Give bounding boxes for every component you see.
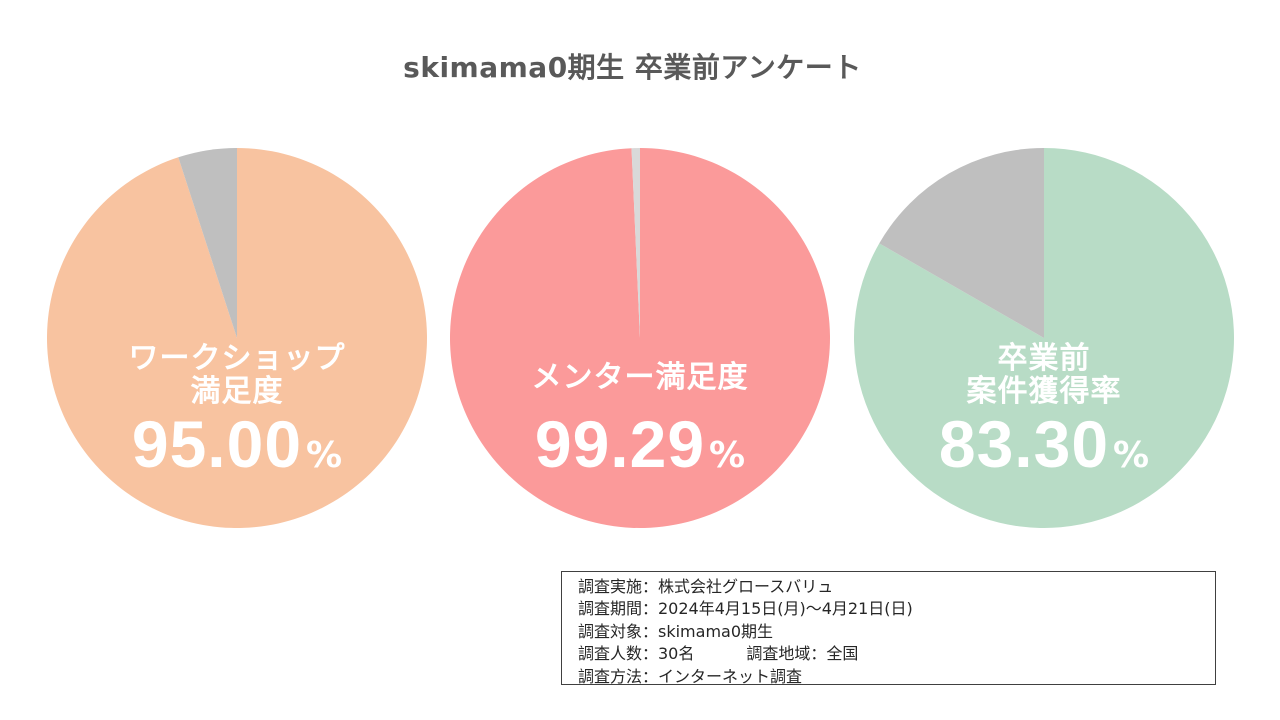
pie-label-line: 案件獲得率 [966, 374, 1122, 409]
pie-label-line: ワークショップ [128, 341, 346, 376]
pie-label: 卒業前 案件獲得率 [854, 342, 1234, 408]
pie-chart-project-acquisition: 卒業前 案件獲得率 83.30% [854, 148, 1235, 528]
pie-chart-mentor: メンター満足度 99.29% [449, 148, 830, 528]
pie-value-number: 99.29 [534, 407, 706, 481]
survey-target: 調査対象：skimama0期生 [578, 621, 774, 641]
pie-chart-svg [449, 148, 830, 528]
pie-value: 99.29% [450, 406, 830, 482]
pie-label-line: 卒業前 [997, 341, 1091, 376]
survey-period: 調査期間：2024年4月15日(月)～4月21日(日) [578, 599, 913, 619]
pie-value-unit: % [1113, 435, 1150, 476]
pie-slice-remainder [631, 148, 640, 338]
pie-label-line: 満足度 [190, 374, 284, 409]
survey-info-box: 調査実施：株式会社グロースバリュ 調査期間：2024年4月15日(月)～4月21… [561, 571, 1216, 686]
survey-count-region-row: 調査人数：30名 調査地域：全国 [578, 643, 1207, 665]
survey-method: 調査方法：インターネット調査 [578, 666, 803, 686]
pie-label-line: メンター満足度 [531, 360, 749, 395]
survey-region: 調査地域：全国 [746, 644, 859, 664]
pie-slice-remainder [178, 148, 237, 338]
pie-value-unit: % [709, 435, 746, 476]
pie-value-number: 95.00 [131, 407, 303, 481]
pie-label: メンター満足度 [450, 361, 830, 394]
pie-value-number: 83.30 [938, 407, 1110, 481]
survey-implementer: 調査実施：株式会社グロースバリュ [578, 577, 834, 596]
pie-value: 83.30% [854, 406, 1234, 482]
pie-slice-remainder [879, 148, 1044, 338]
pie-slice-main [854, 148, 1235, 528]
pie-chart-svg [46, 148, 427, 529]
pie-label: ワークショップ 満足度 [47, 342, 427, 408]
pie-chart-workshop: ワークショップ 満足度 95.00% [46, 148, 427, 529]
pie-slice-main [449, 148, 830, 528]
pie-value-unit: % [306, 435, 343, 476]
survey-count: 調査人数：30名 [578, 644, 695, 664]
pie-value: 95.00% [47, 406, 427, 482]
page-title: skimama0期生 卒業前アンケート [403, 51, 862, 84]
pie-chart-svg [854, 148, 1235, 528]
pie-slice-main [46, 148, 427, 529]
